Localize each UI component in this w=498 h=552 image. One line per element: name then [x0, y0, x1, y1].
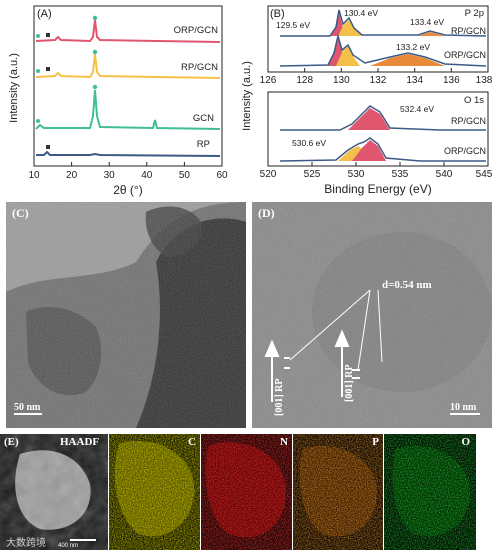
xrd-xtick: 60 — [216, 170, 228, 181]
o1s-xtick: 525 — [304, 169, 321, 180]
eds-map-p: P — [293, 434, 383, 550]
o1s-envelope-rp-gcn — [280, 105, 486, 131]
p2p-envelope-orp-gcn — [279, 33, 487, 67]
o1s-fit-peak — [352, 140, 386, 161]
tem-scale-label: 50 nm — [14, 402, 41, 413]
o1s-xtick: 545 — [476, 169, 493, 180]
p2p-title: P 2p — [465, 8, 484, 19]
xrd-label-orp-gcn: ORP/GCN — [174, 25, 218, 36]
panel-e-tag: (E) — [4, 436, 19, 448]
p2p-xtick: 126 — [260, 75, 277, 86]
eds-map-c: C — [109, 434, 200, 550]
eds-label-p: P — [372, 436, 379, 448]
tem-image: 50 nm — [6, 202, 246, 428]
p2p-xtick: 138 — [476, 75, 493, 86]
xrd-label-gcn: GCN — [193, 113, 214, 124]
rp-peak-marker — [46, 145, 50, 149]
o1s-xtick: 540 — [436, 169, 453, 180]
xrd-trace-gcn — [35, 89, 221, 130]
p2p-fit-peak — [370, 54, 445, 66]
xrd-xtick: 30 — [104, 170, 116, 181]
hrtem-image: d=0.54 nm [001] RP [001] RP 10 nm — [252, 202, 492, 428]
xps-ylabel: Intensity (a.u.) — [241, 61, 253, 131]
panel-a-xrd: 10 20 30 40 50 60 2θ (°) Intensity (a.u.… — [0, 0, 240, 200]
lattice-direction-label: [001] RP — [344, 365, 355, 403]
eds-label-o: O — [461, 436, 470, 448]
p2p-xtick: 132 — [370, 75, 387, 86]
rp-peak-marker — [46, 33, 50, 37]
o1s-xtick: 530 — [348, 169, 365, 180]
xrd-label-rp-gcn: RP/GCN — [181, 62, 218, 73]
gcn-peak-marker — [92, 84, 98, 90]
p2p-sample-label: RP/GCN — [451, 26, 486, 36]
eds-map-o: O — [384, 434, 476, 550]
p2p-xtick: 130 — [333, 75, 350, 86]
panel-d-tag: (D) — [258, 206, 275, 220]
eds-map-n: N — [201, 434, 292, 550]
xrd-frame — [33, 5, 223, 167]
rp-peak-marker — [46, 67, 50, 71]
panel-d-hrtem-image: d=0.54 nm [001] RP [001] RP 10 nm (D) — [252, 202, 492, 428]
panel-b-tag: (B) — [270, 8, 285, 20]
p2p-xtick: 128 — [296, 75, 313, 86]
o1s-peak-label: 530.6 eV — [292, 138, 326, 148]
o1s-sample-label: ORP/GCN — [444, 146, 486, 156]
lattice-spacing-label: d=0.54 nm — [382, 279, 432, 291]
gcn-peak-marker — [36, 69, 40, 73]
gcn-peak-marker — [36, 34, 40, 38]
eds-label-n: N — [280, 436, 288, 448]
eds-label-c: C — [188, 436, 196, 448]
eds-map-haadf: HAADF (E) 大数跨境 400 nm — [0, 434, 108, 550]
o1s-fit-peak — [348, 108, 390, 130]
xrd-ylabel: Intensity (a.u.) — [8, 53, 20, 123]
o1s-xtick: 535 — [392, 169, 409, 180]
p2p-peak-label: 130.4 eV — [344, 8, 378, 18]
p2p-fit-peak — [418, 32, 445, 36]
xrd-xtick: 10 — [28, 170, 40, 181]
o1s-sample-label: RP/GCN — [451, 116, 486, 126]
o1s-title: O 1s — [464, 95, 484, 106]
lattice-direction-label: [001] RP — [274, 379, 285, 417]
p2p-xtick: 136 — [443, 75, 460, 86]
p2p-envelope-rp-gcn — [280, 9, 487, 37]
xrd-trace-rp — [36, 150, 221, 157]
panel-a-tag: (A) — [37, 8, 52, 20]
xrd-xtick: 40 — [141, 170, 153, 181]
gcn-peak-marker — [92, 15, 98, 21]
o1s-xtick: 520 — [260, 169, 277, 180]
o1s-envelope-orp-gcn — [279, 137, 486, 162]
o1s-frame — [267, 91, 489, 167]
xps-xlabel: Binding Energy (eV) — [324, 182, 431, 196]
eds-label-haadf: HAADF — [60, 436, 100, 448]
eds-scale-label: 400 nm — [58, 543, 79, 549]
xrd-trace-rp-gcn — [35, 53, 221, 79]
xrd-xtick: 50 — [179, 170, 191, 181]
p2p-xtick: 134 — [406, 75, 423, 86]
p2p-fit-peak — [336, 46, 360, 66]
panel-b-xps: Intensity (a.u.) (B) P 2p 129.5 eV 130.4… — [240, 0, 498, 200]
hrtem-scale-label: 10 nm — [450, 402, 477, 413]
xrd-label-rp: RP — [197, 139, 210, 150]
xrd-trace-orp-gcn — [35, 19, 221, 43]
p2p-fit-peak — [330, 12, 350, 36]
panel-c-tem-image: 50 nm (C) — [6, 202, 246, 428]
xrd-xlabel: 2θ (°) — [113, 183, 142, 197]
gcn-peak-marker — [92, 49, 98, 55]
xrd-xtick: 20 — [66, 170, 78, 181]
xrd-chart: 10 20 30 40 50 60 2θ (°) Intensity (a.u.… — [8, 5, 228, 197]
p2p-peak-label: 129.5 eV — [276, 20, 310, 30]
p2p-peak-label: 133.4 eV — [410, 17, 444, 27]
xps-chart: Intensity (a.u.) (B) P 2p 129.5 eV 130.4… — [241, 5, 493, 196]
p2p-peak-label: 133.2 eV — [396, 42, 430, 52]
watermark: 大数跨境 — [6, 538, 46, 549]
panel-c-tag: (C) — [12, 206, 29, 220]
gcn-peak-marker — [36, 119, 40, 123]
o1s-peak-label: 532.4 eV — [400, 104, 434, 114]
p2p-sample-label: ORP/GCN — [444, 50, 486, 60]
